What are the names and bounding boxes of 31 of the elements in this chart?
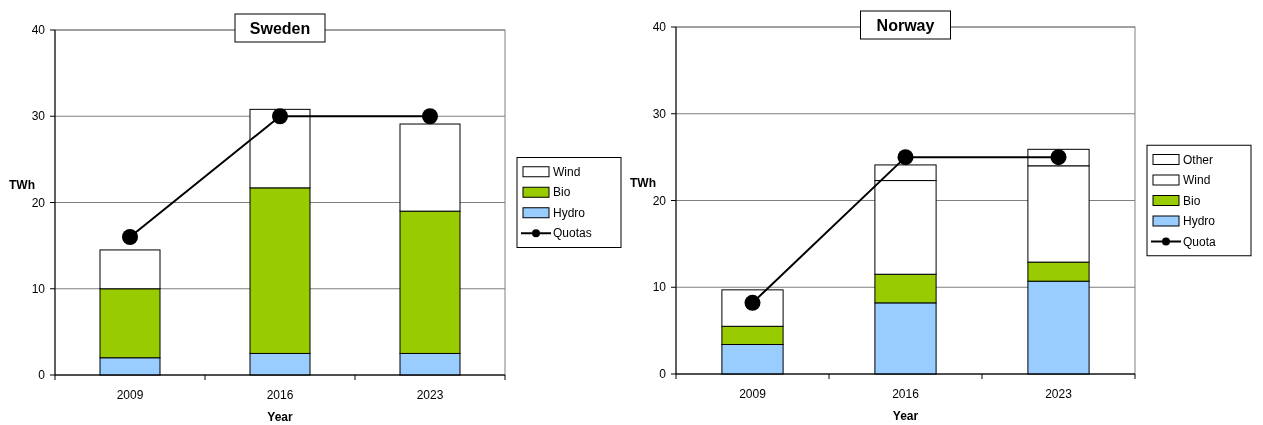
legend-label: Quotas [553, 226, 592, 241]
y-axis-title: TWh [9, 177, 35, 192]
legend-label: Hydro [1183, 214, 1216, 229]
y-tick-label: 0 [659, 367, 667, 382]
y-tick-label: 10 [31, 281, 46, 296]
legend-label: Other [1183, 152, 1214, 167]
y-axis-title: TWh [630, 175, 656, 190]
x-tick-label: 2009 [739, 387, 767, 401]
y-tick-label: 10 [652, 280, 667, 295]
legend-label: Bio [553, 185, 571, 200]
x-tick-label: 2016 [892, 387, 920, 401]
x-tick-label: 2023 [416, 388, 444, 402]
legend-label: Hydro [553, 205, 586, 220]
x-tick-label: 2016 [266, 388, 294, 402]
legend-label: Wind [553, 164, 581, 179]
x-tick-label: 2009 [116, 388, 144, 402]
y-tick-label: 40 [31, 23, 46, 38]
chart-title: Sweden [249, 20, 311, 37]
legend-label: Wind [1183, 173, 1211, 188]
chart-title: Norway [876, 17, 935, 34]
y-tick-label: 40 [652, 20, 667, 35]
y-tick-label: 30 [652, 106, 667, 121]
legend-label: Bio [1183, 193, 1201, 208]
y-tick-label: 20 [31, 195, 46, 210]
x-axis-title: Year [892, 409, 919, 423]
x-axis-title: Year [267, 410, 294, 424]
legend-label: Quota [1183, 234, 1217, 249]
y-tick-label: 30 [31, 109, 46, 124]
x-tick-label: 2023 [1045, 387, 1073, 401]
y-tick-label: 20 [652, 193, 667, 208]
y-tick-label: 0 [38, 368, 46, 383]
